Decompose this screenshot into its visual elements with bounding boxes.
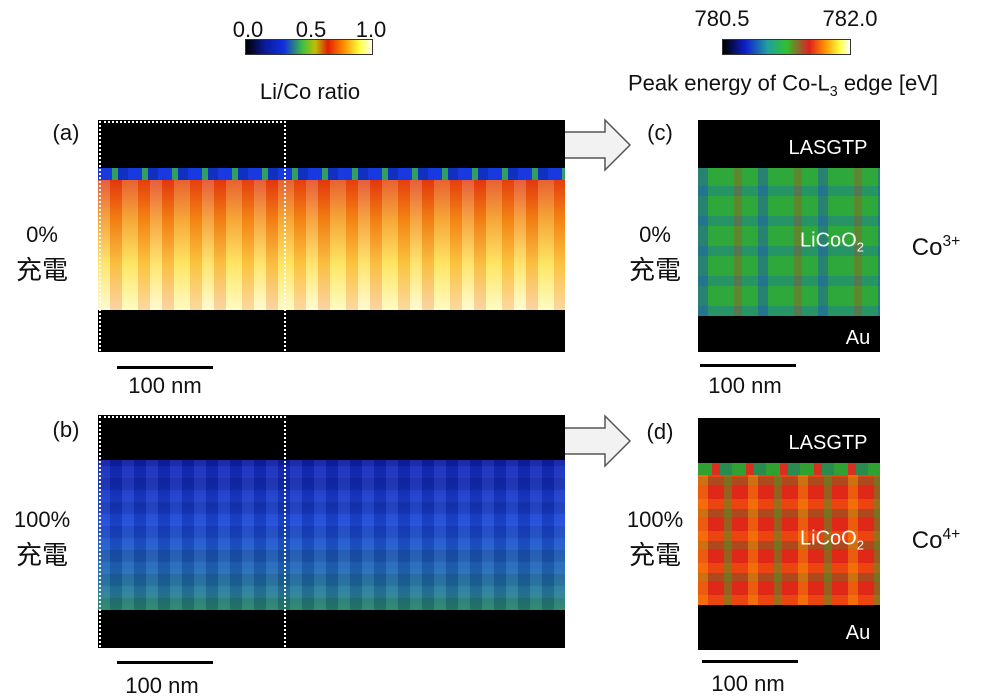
colorbar [722, 39, 851, 55]
scale-label: 100 nm [128, 373, 202, 398]
selection-box [99, 121, 286, 355]
colorbar-tick: 1.0 [355, 17, 387, 42]
layer-label: Au [845, 622, 871, 644]
colorbar [245, 39, 373, 55]
charge: 100% [626, 507, 684, 532]
oxidation-state: Co3+ [912, 234, 960, 260]
scale-bar [702, 660, 798, 663]
panel-tag: (b) [52, 417, 80, 442]
scale-bar [700, 364, 796, 367]
subscript: 2 [856, 537, 864, 553]
scale-label: 100 nm [125, 673, 199, 698]
map-layer [698, 475, 880, 605]
selection-box [99, 416, 286, 651]
layer-label: Au [845, 327, 871, 349]
panel-tag: (d) [646, 419, 674, 444]
subscript: 3 [829, 84, 838, 101]
label-text: Co [911, 527, 943, 554]
charge: 0% [26, 222, 58, 247]
oxidation-state: Co4+ [912, 527, 960, 553]
charge-label: 充電 [15, 255, 69, 285]
charge: 0% [639, 222, 671, 247]
colorbar-tick: 0.0 [232, 17, 264, 42]
panel-tag: (a) [52, 120, 80, 145]
charge-label: 充電 [628, 540, 682, 570]
layer-label: LiCoO2 [800, 529, 864, 552]
charge-label: 充電 [15, 540, 69, 570]
map-layer [98, 180, 565, 310]
scale-bar [117, 661, 213, 664]
superscript: 4+ [942, 526, 961, 543]
li-map [98, 415, 565, 648]
charge: 100% [13, 507, 71, 532]
map-layer [698, 463, 880, 475]
label-text: Peak energy of Co-L [627, 70, 830, 96]
label-text: edge [eV] [837, 70, 939, 96]
map-layer [98, 168, 565, 180]
layer-label: LiCoO2 [800, 231, 864, 254]
scale-label: 100 nm [708, 373, 782, 398]
energy-map [698, 120, 880, 352]
label-text: Co [911, 234, 943, 261]
energy-map [698, 418, 880, 650]
layer-label: LASGTP [788, 432, 868, 454]
li-map [98, 120, 565, 352]
label-text: LiCoO [800, 229, 857, 252]
colorbar-label: Peak energy of Co-L3 edge [eV] [627, 70, 939, 101]
layer-label: LASGTP [788, 137, 868, 159]
colorbar-tick: 782.0 [822, 6, 878, 31]
colorbar-tick: 780.5 [694, 6, 750, 31]
scale-bar [117, 366, 213, 369]
scale-label: 100 nm [711, 671, 785, 696]
colorbar-tick: 0.5 [295, 17, 327, 42]
label-text: LiCoO [800, 527, 857, 550]
colorbar-label: Li/Co ratio [259, 79, 361, 104]
charge-label: 充電 [628, 255, 682, 285]
superscript: 3+ [942, 233, 961, 250]
subscript: 2 [856, 239, 864, 255]
map-layer [98, 460, 565, 610]
map-layer [698, 168, 880, 316]
panel-tag: (c) [647, 120, 673, 145]
